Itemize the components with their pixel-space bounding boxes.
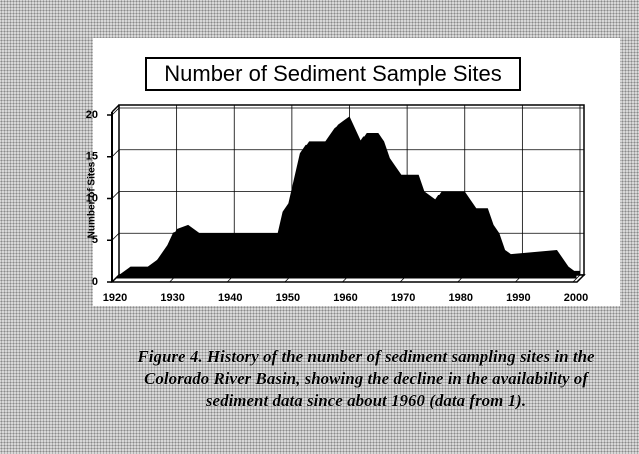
y-axis-label: Number of Sites <box>87 161 98 238</box>
y-axis-depth <box>111 104 120 113</box>
x-tick-label: 1960 <box>333 292 357 304</box>
title-box <box>145 57 521 91</box>
y-tick-label: 0 <box>92 276 98 288</box>
caption-line: sediment data since about 1960 (data fro… <box>205 391 526 410</box>
x-tick-label: 1980 <box>449 292 473 304</box>
y-tick-label: 5 <box>92 234 98 246</box>
x-tick-label: 1970 <box>391 292 415 304</box>
y-tick-label: 15 <box>86 151 98 163</box>
y-tick-label: 20 <box>86 109 98 121</box>
chart-title: Number of Sediment Sample Sites <box>164 61 502 86</box>
x-tick-label: 1940 <box>218 292 242 304</box>
x-tick-label: 2000 <box>564 292 588 304</box>
y-tick-label: 10 <box>86 192 98 204</box>
area <box>115 119 577 279</box>
caption-line: Figure 4. History of the number of sedim… <box>136 347 595 366</box>
caption-line: Colorado River Basin, showing the declin… <box>144 369 590 388</box>
x-tick-label: 1920 <box>103 292 127 304</box>
x-tick-label: 1950 <box>276 292 300 304</box>
x-tick-label: 1930 <box>160 292 184 304</box>
x-tick-label: 1990 <box>506 292 530 304</box>
